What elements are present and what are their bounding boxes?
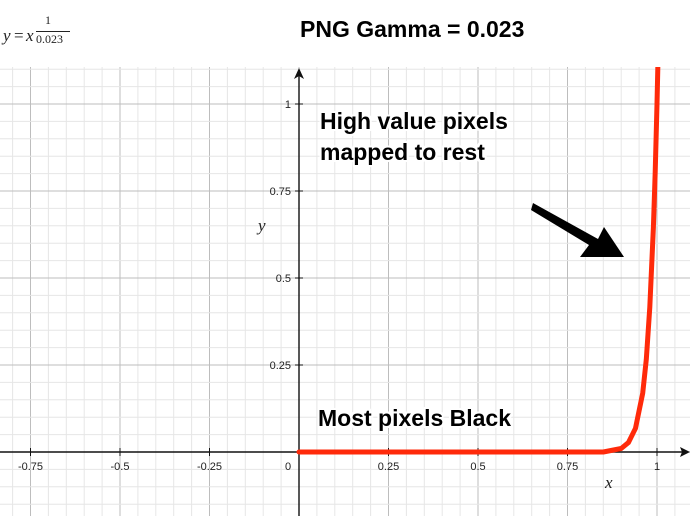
annotation-high-values: High value pixels mapped to rest (320, 106, 508, 168)
x-tick-label: 1 (654, 461, 660, 473)
annotation-most-black: Most pixels Black (318, 405, 512, 431)
arrow-icon (531, 203, 624, 257)
grid (0, 67, 690, 516)
formula-exp-numerator: 1 (45, 13, 51, 27)
x-axis-arrow-icon (680, 447, 690, 457)
chart-title: PNG Gamma = 0.023 (300, 16, 525, 42)
y-tick-label: 0.25 (270, 360, 291, 372)
formula-exp-denominator: 0.023 (36, 32, 63, 46)
x-axis-label: x (604, 473, 613, 492)
y-axis-arrow-icon (294, 68, 304, 79)
x-tick-label: -0.25 (197, 461, 222, 473)
y-axis-label: y (256, 216, 266, 235)
annotation-high-line1: High value pixels (320, 108, 508, 134)
y-tick-label: 0.75 (270, 186, 291, 198)
x-tick-label: 0 (285, 461, 291, 473)
tick-labels: -0.75 -0.5 -0.25 0 0.25 0.5 0.75 1 0.25 0.5 0.75 1 (18, 99, 660, 473)
formula-equals: = (14, 26, 24, 45)
formula-fraction-bar (36, 31, 70, 32)
x-tick-label: 0.75 (557, 461, 578, 473)
annotation-arrow (531, 203, 624, 257)
y-tick-label: 0.5 (276, 273, 291, 285)
header-strip (0, 0, 690, 67)
x-tick-label: -0.5 (111, 461, 130, 473)
x-tick-label: 0.5 (470, 461, 485, 473)
annotation-high-line2: mapped to rest (320, 139, 485, 165)
series (296, 61, 661, 455)
formula-base: x (26, 26, 34, 45)
x-tick-label: 0.25 (378, 461, 399, 473)
y-tick-label: 1 (285, 99, 291, 111)
formula-lhs: y (3, 26, 11, 45)
x-tick-label: -0.75 (18, 461, 43, 473)
